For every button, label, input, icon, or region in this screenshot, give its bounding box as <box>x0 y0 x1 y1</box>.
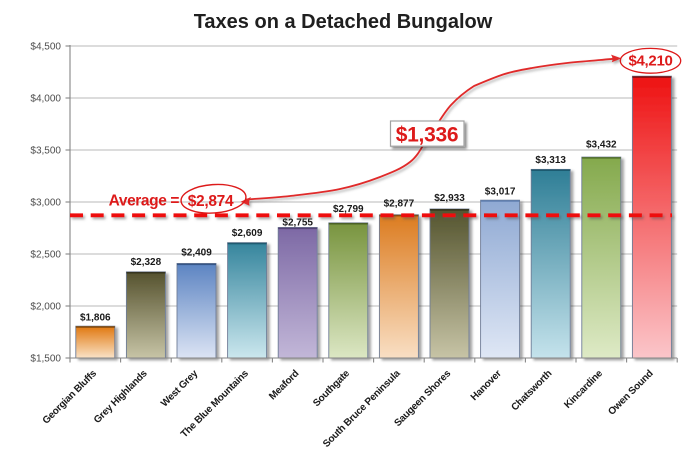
svg-text:$4,000: $4,000 <box>30 94 61 105</box>
svg-text:$2,609: $2,609 <box>232 228 263 239</box>
svg-text:$1,806: $1,806 <box>80 312 111 323</box>
svg-text:$2,799: $2,799 <box>333 204 364 215</box>
svg-text:$4,210: $4,210 <box>628 53 672 70</box>
svg-text:$2,500: $2,500 <box>30 250 61 261</box>
svg-text:Taxes on a Detached Bungalow: Taxes on a Detached Bungalow <box>194 11 493 33</box>
svg-text:$3,500: $3,500 <box>30 146 61 157</box>
svg-text:$3,017: $3,017 <box>485 187 516 198</box>
svg-text:$3,432: $3,432 <box>586 140 617 151</box>
svg-text:$2,933: $2,933 <box>434 193 465 204</box>
svg-text:$2,874: $2,874 <box>188 193 234 210</box>
svg-text:$1,500: $1,500 <box>30 354 61 365</box>
svg-text:$2,877: $2,877 <box>384 199 415 210</box>
svg-text:$2,755: $2,755 <box>282 218 313 229</box>
svg-text:Average =: Average = <box>109 193 180 210</box>
svg-text:$3,313: $3,313 <box>535 155 566 166</box>
svg-text:$2,409: $2,409 <box>181 248 212 259</box>
svg-text:$2,000: $2,000 <box>30 302 61 313</box>
svg-text:$1,336: $1,336 <box>396 124 458 147</box>
svg-text:$3,000: $3,000 <box>30 198 61 209</box>
svg-text:$2,328: $2,328 <box>131 257 162 268</box>
svg-text:$4,500: $4,500 <box>30 42 61 53</box>
